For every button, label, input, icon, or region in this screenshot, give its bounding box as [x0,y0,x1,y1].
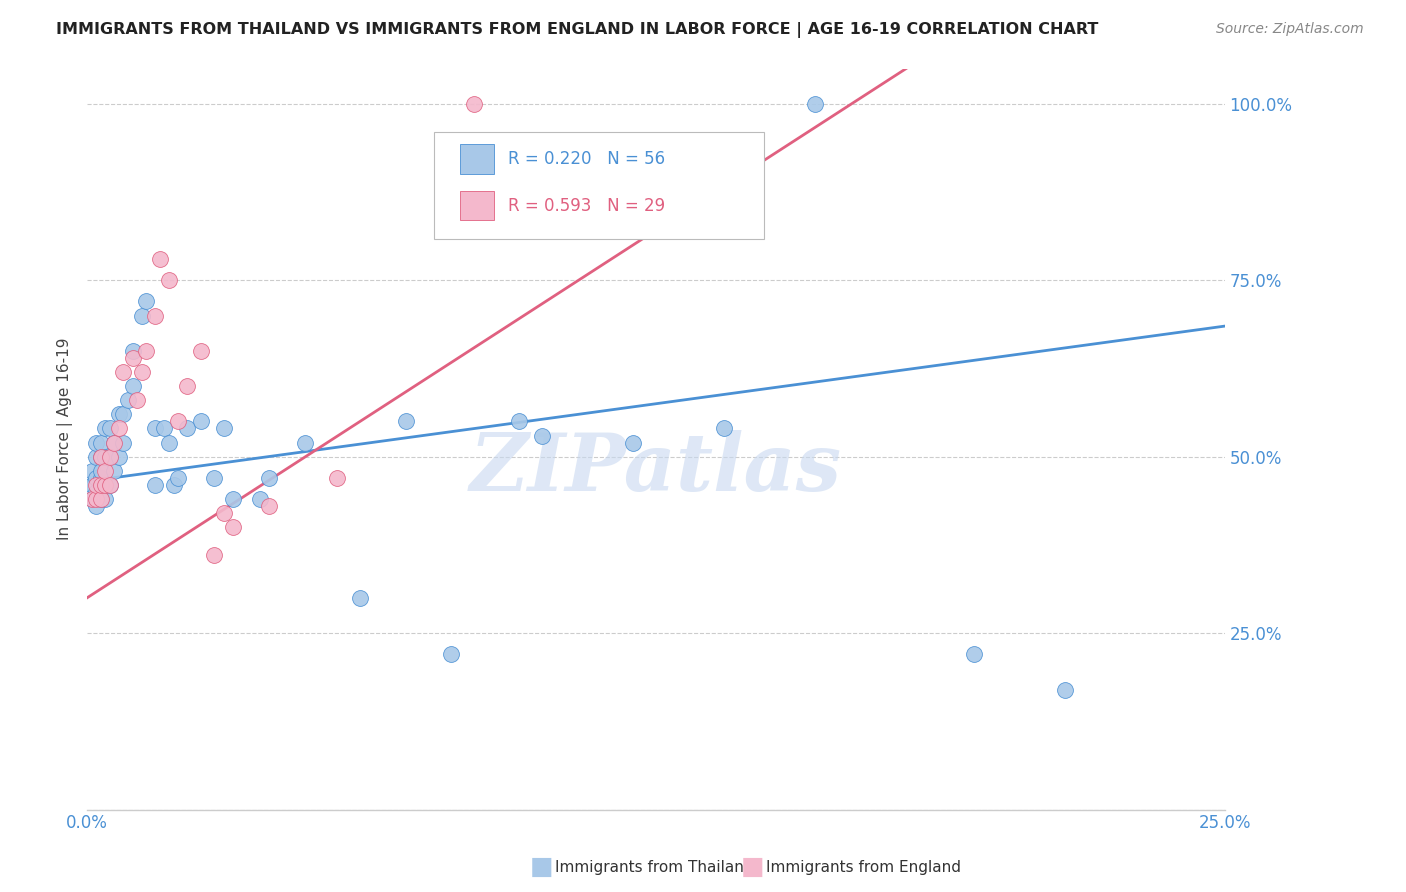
Point [508,414,530,428]
Point [713,421,735,435]
Point [103,435,125,450]
Point [90,464,112,478]
Text: R = 0.220   N = 56: R = 0.220 N = 56 [508,150,665,168]
Point [1054,682,1077,697]
Point [204,549,226,563]
Point [90,491,112,506]
Point [112,435,135,450]
Point [90,478,112,492]
Point [80,491,103,506]
Point [176,421,198,435]
Point [84,471,107,485]
Point [294,435,316,450]
Point [112,407,135,421]
Point [98,478,121,492]
Point [143,309,166,323]
Point [804,96,827,111]
Text: Source: ZipAtlas.com: Source: ZipAtlas.com [1216,22,1364,37]
Point [135,343,157,358]
Point [257,471,280,485]
Point [90,478,112,492]
Point [103,464,125,478]
Point [98,478,121,492]
Point [90,471,112,485]
Point [94,478,117,492]
Point [94,491,117,506]
Point [121,343,143,358]
Text: R = 0.593   N = 29: R = 0.593 N = 29 [508,196,665,215]
Point [98,450,121,464]
Point [112,365,135,379]
Point [157,435,180,450]
Point [221,520,243,534]
Point [90,491,112,506]
Point [98,450,121,464]
Point [80,478,103,492]
Point [121,351,143,365]
FancyBboxPatch shape [460,191,495,220]
Point [143,478,166,492]
Point [90,450,112,464]
Point [84,485,107,500]
Point [127,393,149,408]
Point [84,450,107,464]
Point [463,96,485,111]
Point [257,499,280,513]
FancyBboxPatch shape [434,131,763,239]
Point [531,428,554,442]
Point [204,471,226,485]
Text: Immigrants from Thailand: Immigrants from Thailand [555,860,754,874]
Point [621,435,644,450]
Text: Immigrants from England: Immigrants from England [766,860,962,874]
Point [249,491,271,506]
Point [90,435,112,450]
Point [84,499,107,513]
Point [94,478,117,492]
Point [84,435,107,450]
Point [221,491,243,506]
Point [190,343,212,358]
Point [108,421,131,435]
Point [94,450,117,464]
Point [131,365,153,379]
Point [80,491,103,506]
Point [94,421,117,435]
Text: ZIPatlas: ZIPatlas [470,430,842,508]
Point [349,591,371,605]
Point [98,421,121,435]
Point [212,506,235,520]
Point [162,478,184,492]
Text: IMMIGRANTS FROM THAILAND VS IMMIGRANTS FROM ENGLAND IN LABOR FORCE | AGE 16-19 C: IMMIGRANTS FROM THAILAND VS IMMIGRANTS F… [56,22,1098,38]
Point [963,647,986,661]
Point [394,414,416,428]
Point [117,393,139,408]
Point [167,471,190,485]
Point [176,379,198,393]
Point [190,414,212,428]
Y-axis label: In Labor Force | Age 16-19: In Labor Force | Age 16-19 [58,338,73,541]
Point [157,273,180,287]
Point [103,435,125,450]
Point [143,421,166,435]
Point [326,471,349,485]
FancyBboxPatch shape [460,145,495,174]
Point [121,379,143,393]
Point [80,464,103,478]
Point [440,647,463,661]
Point [135,294,157,309]
Point [212,421,235,435]
Text: ■: ■ [530,855,553,879]
Point [108,450,131,464]
Point [153,421,176,435]
Text: ■: ■ [741,855,763,879]
Point [149,252,172,266]
Point [108,407,131,421]
Point [131,309,153,323]
Point [94,464,117,478]
Point [84,491,107,506]
Point [90,450,112,464]
Point [167,414,190,428]
Point [84,478,107,492]
